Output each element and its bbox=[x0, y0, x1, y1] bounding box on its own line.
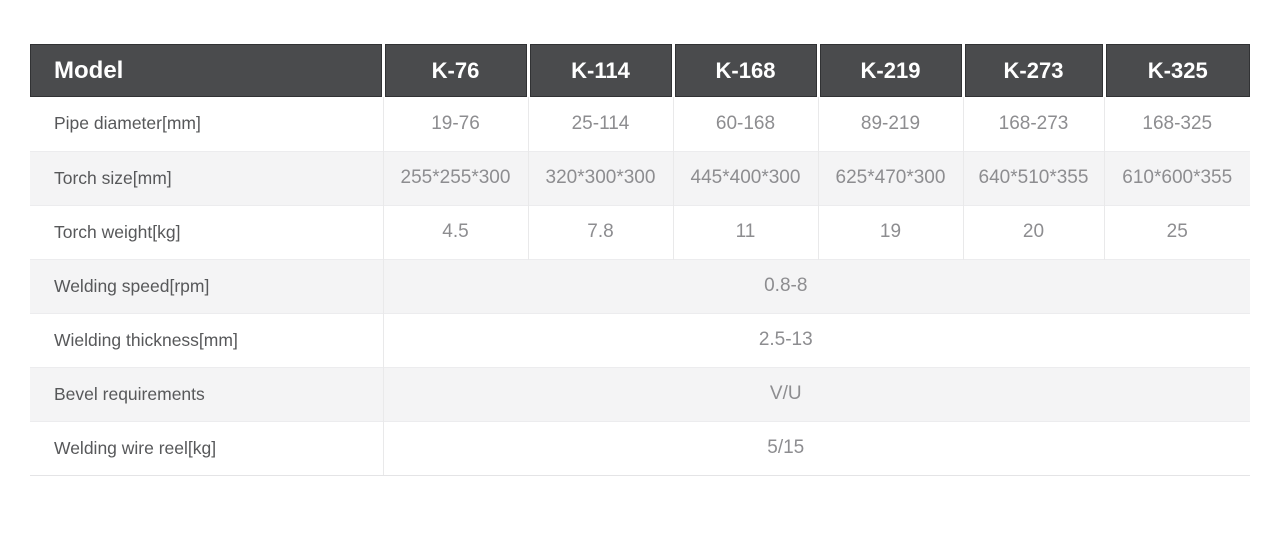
merged-spec-value: V/U bbox=[382, 366, 1250, 421]
row-pipe-diameter: Pipe diameter[mm] 19-76 25-114 60-168 89… bbox=[30, 97, 1250, 151]
spec-value: 19 bbox=[817, 204, 963, 259]
header-col-k168: K-168 bbox=[673, 44, 820, 97]
row-torch-size: Torch size[mm] 255*255*300 320*300*300 4… bbox=[30, 150, 1250, 205]
spec-value: 168-273 bbox=[962, 97, 1104, 151]
spec-value: 625*470*300 bbox=[817, 150, 963, 205]
spec-table-container: Model K-76 K-114 K-168 K-219 K-273 K-325… bbox=[30, 44, 1250, 476]
spec-value: 89-219 bbox=[817, 97, 963, 151]
row-label: Pipe diameter[mm] bbox=[30, 97, 383, 151]
header-col-k114: K-114 bbox=[528, 44, 675, 97]
spec-value: 640*510*355 bbox=[962, 150, 1104, 205]
merged-spec-value: 5/15 bbox=[382, 420, 1250, 476]
spec-value: 60-168 bbox=[672, 97, 818, 151]
row-label: Bevel requirements bbox=[30, 366, 383, 421]
spec-value: 7.8 bbox=[527, 204, 673, 259]
header-model: Model bbox=[30, 44, 385, 97]
row-label: Wielding thickness[mm] bbox=[30, 312, 383, 367]
merged-spec-value: 2.5-13 bbox=[382, 312, 1250, 367]
row-label: Torch size[mm] bbox=[30, 150, 383, 205]
spec-value: 255*255*300 bbox=[382, 150, 528, 205]
spec-value: 4.5 bbox=[382, 204, 528, 259]
spec-value: 320*300*300 bbox=[527, 150, 673, 205]
header-col-k325: K-325 bbox=[1104, 44, 1250, 97]
header-col-k219: K-219 bbox=[818, 44, 965, 97]
spec-value: 610*600*355 bbox=[1103, 150, 1250, 205]
header-col-k76: K-76 bbox=[383, 44, 530, 97]
spec-value: 25-114 bbox=[527, 97, 673, 151]
row-torch-weight: Torch weight[kg] 4.5 7.8 11 19 20 25 bbox=[30, 204, 1250, 259]
spec-value: 445*400*300 bbox=[672, 150, 818, 205]
row-label: Torch weight[kg] bbox=[30, 204, 383, 259]
model-spec-table: Model K-76 K-114 K-168 K-219 K-273 K-325… bbox=[30, 44, 1250, 476]
row-wielding-thickness: Wielding thickness[mm] 2.5-13 bbox=[30, 312, 1250, 367]
row-welding-wire-reel: Welding wire reel[kg] 5/15 bbox=[30, 420, 1250, 476]
header-row: Model K-76 K-114 K-168 K-219 K-273 K-325 bbox=[30, 44, 1250, 97]
row-bevel-requirements: Bevel requirements V/U bbox=[30, 366, 1250, 421]
spec-value: 168-325 bbox=[1103, 97, 1250, 151]
spec-value: 11 bbox=[672, 204, 818, 259]
spec-value: 25 bbox=[1103, 204, 1250, 259]
row-welding-speed: Welding speed[rpm] 0.8-8 bbox=[30, 258, 1250, 313]
row-label: Welding speed[rpm] bbox=[30, 258, 383, 313]
spec-value: 20 bbox=[962, 204, 1104, 259]
merged-spec-value: 0.8-8 bbox=[382, 258, 1250, 313]
row-label: Welding wire reel[kg] bbox=[30, 420, 383, 476]
header-col-k273: K-273 bbox=[963, 44, 1106, 97]
spec-value: 19-76 bbox=[382, 97, 528, 151]
